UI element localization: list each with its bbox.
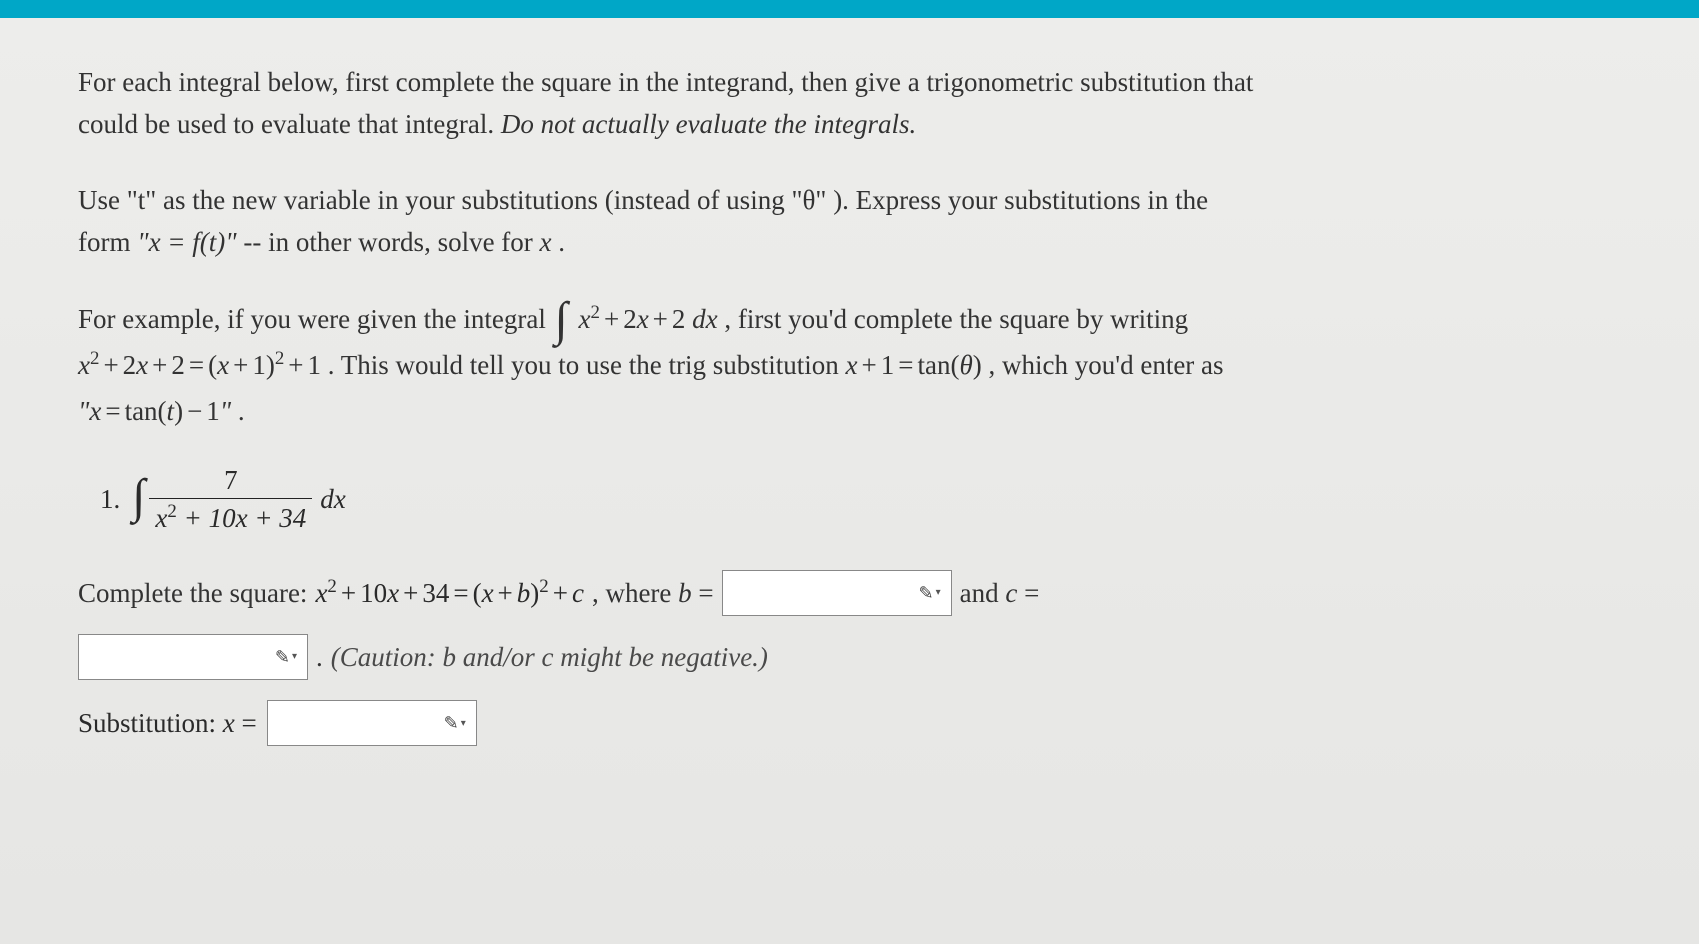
integral-icon: ∫ xyxy=(553,306,572,335)
example-line2-sub: x+1=tan(θ) xyxy=(846,350,989,380)
intro-text-1: For each integral below, first complete … xyxy=(78,67,1253,97)
input-b[interactable]: ✎ ▾ xyxy=(722,570,952,616)
example-line3-end: . xyxy=(238,396,245,426)
problem-fraction: 7 x2 + 10x + 34 xyxy=(149,465,312,534)
problem-number: 1. xyxy=(100,484,120,515)
caret-icon: ▾ xyxy=(292,649,297,665)
use-t-b: as the new variable in your substitution… xyxy=(163,185,791,215)
sub-label: Substitution: x = xyxy=(78,708,257,739)
use-t-d: form xyxy=(78,227,137,257)
example-line3-q: "x=tan(t)−1" xyxy=(78,396,231,426)
intro-text-2: could be used to evaluate that integral. xyxy=(78,109,501,139)
cs-period: . xyxy=(316,636,323,679)
example-tail1: , first you'd complete the square by wri… xyxy=(724,304,1188,334)
use-t-eq: "x = f(t)" xyxy=(137,227,236,257)
question-content: For each integral below, first complete … xyxy=(0,18,1699,944)
pencil-icon: ✎ ▾ xyxy=(919,579,941,608)
example-line-1: For example, if you were given the integ… xyxy=(78,297,1621,343)
top-accent-bar xyxy=(0,0,1699,18)
integral-icon: ∫ xyxy=(130,483,149,512)
intro-paragraph: For each integral below, first complete … xyxy=(78,62,1621,146)
use-t-q1: "t" xyxy=(127,185,157,215)
complete-square-line-2: ✎ ▾ . (Caution: b and/or c might be nega… xyxy=(78,634,1621,680)
cs-expr: x2+10x+34=(x+b)2+c xyxy=(315,572,584,615)
use-t-f: . xyxy=(558,227,565,257)
example-lead: For example, if you were given the integ… xyxy=(78,304,553,334)
example-block: For example, if you were given the integ… xyxy=(78,297,1621,435)
cs-label: Complete the square: xyxy=(78,572,307,615)
use-t-c: ). Express your substitutions in the xyxy=(833,185,1208,215)
use-t-a: Use xyxy=(78,185,127,215)
fraction-numerator: 7 xyxy=(218,465,244,498)
dx-label: dx xyxy=(320,484,345,515)
input-substitution[interactable]: ✎ ▾ xyxy=(267,700,477,746)
pencil-glyph: ✎ xyxy=(919,579,934,608)
example-line-3: "x=tan(t)−1" . xyxy=(78,389,1621,435)
pencil-glyph: ✎ xyxy=(444,713,459,734)
use-t-paragraph: Use "t" as the new variable in your subs… xyxy=(78,180,1621,264)
use-t-q2: "θ" xyxy=(791,185,826,215)
pencil-icon: ✎ ▾ xyxy=(444,713,466,734)
substitution-row: Substitution: x = ✎ ▾ xyxy=(78,700,1621,746)
caret-icon: ▾ xyxy=(461,718,466,729)
use-t-e: -- in other words, solve for xyxy=(243,227,539,257)
use-t-x: x xyxy=(540,227,552,257)
complete-square-line: Complete the square: x2+10x+34=(x+b)2+c … xyxy=(78,570,1621,616)
example-int-expr: x2+2x+2 dx xyxy=(579,304,725,334)
cs-caution: (Caution: b and/or c might be negative.) xyxy=(331,636,768,679)
fraction-denominator: x2 + 10x + 34 xyxy=(149,498,312,534)
example-line-2: x2+2x+2=(x+1)2+1 . This would tell you t… xyxy=(78,343,1621,389)
example-line2-tail: , which you'd enter as xyxy=(988,350,1223,380)
input-c[interactable]: ✎ ▾ xyxy=(78,634,308,680)
problem-1: 1. ∫ 7 x2 + 10x + 34 dx xyxy=(100,465,1621,534)
pencil-icon: ✎ ▾ xyxy=(275,643,297,672)
pencil-glyph: ✎ xyxy=(275,643,290,672)
cs-and-c: and c = xyxy=(960,572,1040,615)
example-line2-mid: . This would tell you to use the trig su… xyxy=(328,350,846,380)
cs-where: , where b = xyxy=(592,572,714,615)
intro-text-emph: Do not actually evaluate the integrals. xyxy=(501,109,916,139)
caret-icon: ▾ xyxy=(936,585,941,601)
example-line2-lhs: x2+2x+2=(x+1)2+1 xyxy=(78,350,328,380)
